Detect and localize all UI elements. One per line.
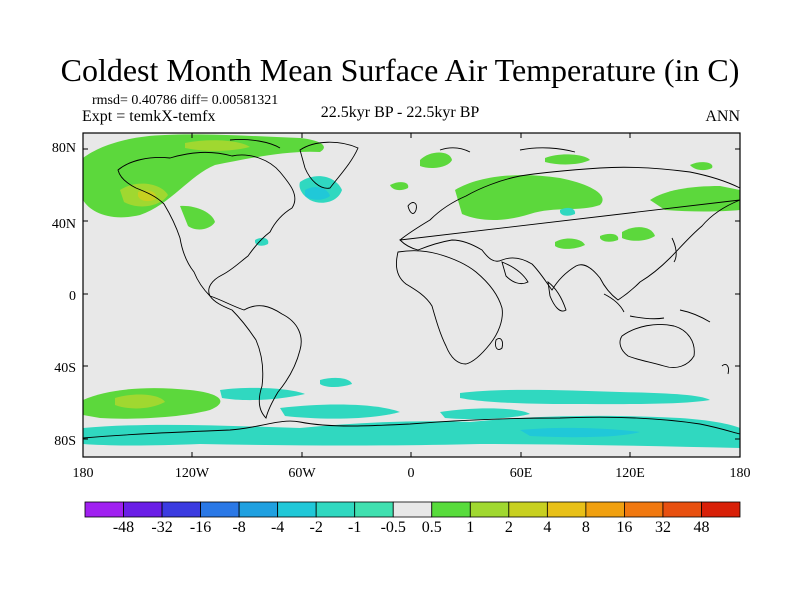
lat-tick-40s: 40S: [54, 361, 76, 376]
colorbar-swatch: [624, 501, 664, 518]
lon-tick-180e: 180: [729, 466, 751, 481]
colorbar-swatch: [392, 501, 433, 518]
lat-tick-0: 0: [69, 289, 76, 304]
lon-tick-180w: 180: [72, 466, 94, 481]
coastlines: [82, 139, 741, 439]
colorbar-swatch: [200, 501, 240, 518]
stats-line: rmsd= 0.40786 diff= 0.00581321: [92, 93, 279, 108]
cold-spot-regions: [305, 187, 640, 438]
colorbar-label: 1: [466, 519, 475, 536]
colorbar: [84, 501, 741, 518]
lon-tick-0: 0: [407, 466, 415, 481]
colorbar-label: 48: [693, 519, 710, 536]
experiment-line: Expt = temkX-temfx: [82, 108, 216, 125]
colorbar-label: 16: [616, 519, 633, 536]
lat-tick-80s: 80S: [54, 434, 76, 449]
colorbar-label: 8: [581, 519, 590, 536]
lon-tick-60w: 60W: [288, 466, 316, 481]
colorbar-label: -4: [270, 519, 285, 536]
colorbar-swatch: [354, 501, 394, 518]
hot-spot-regions: [138, 190, 157, 202]
colorbar-label: -16: [189, 519, 212, 536]
colorbar-swatch: [123, 501, 163, 518]
colorbar-label: -8: [232, 519, 246, 536]
colorbar-swatch: [315, 501, 356, 518]
colorbar-label: -0.5: [380, 519, 406, 536]
colorbar-label: 2: [504, 519, 513, 536]
colorbar-swatch: [585, 501, 625, 518]
colorbar-swatch: [161, 501, 201, 518]
colorbar-label: -2: [309, 519, 323, 536]
colorbar-label: 32: [654, 519, 671, 536]
season-label: ANN: [705, 108, 740, 125]
colorbar-label: -32: [151, 519, 173, 536]
lon-tick-120e: 120E: [615, 466, 645, 481]
colorbar-swatch: [431, 501, 471, 518]
lon-tick-60e: 60E: [509, 466, 533, 481]
lat-tick-80n: 80N: [51, 141, 76, 156]
colorbar-swatch: [701, 501, 741, 518]
colorbar-swatch: [469, 501, 510, 518]
lat-tick-40n: 40N: [51, 217, 76, 232]
period-label: 22.5kyr BP - 22.5kyr BP: [320, 104, 480, 121]
colorbar-label: -1: [348, 519, 362, 536]
colorbar-swatch: [277, 501, 317, 518]
colorbar-swatch: [84, 501, 124, 518]
map-title: Coldest Month Mean Surface Air Temperatu…: [60, 52, 740, 88]
lon-tick-120w: 120W: [174, 466, 210, 481]
colorbar-label: -48: [112, 519, 135, 536]
colorbar-swatch: [508, 501, 548, 518]
colorbar-swatch: [546, 501, 587, 518]
colorbar-swatch: [662, 501, 702, 518]
colorbar-swatch: [238, 501, 279, 518]
negative-anomaly-regions: [83, 176, 740, 448]
colorbar-label: 4: [543, 519, 552, 536]
axis-ticks: [83, 133, 740, 457]
colorbar-label: 0.5: [421, 519, 442, 536]
